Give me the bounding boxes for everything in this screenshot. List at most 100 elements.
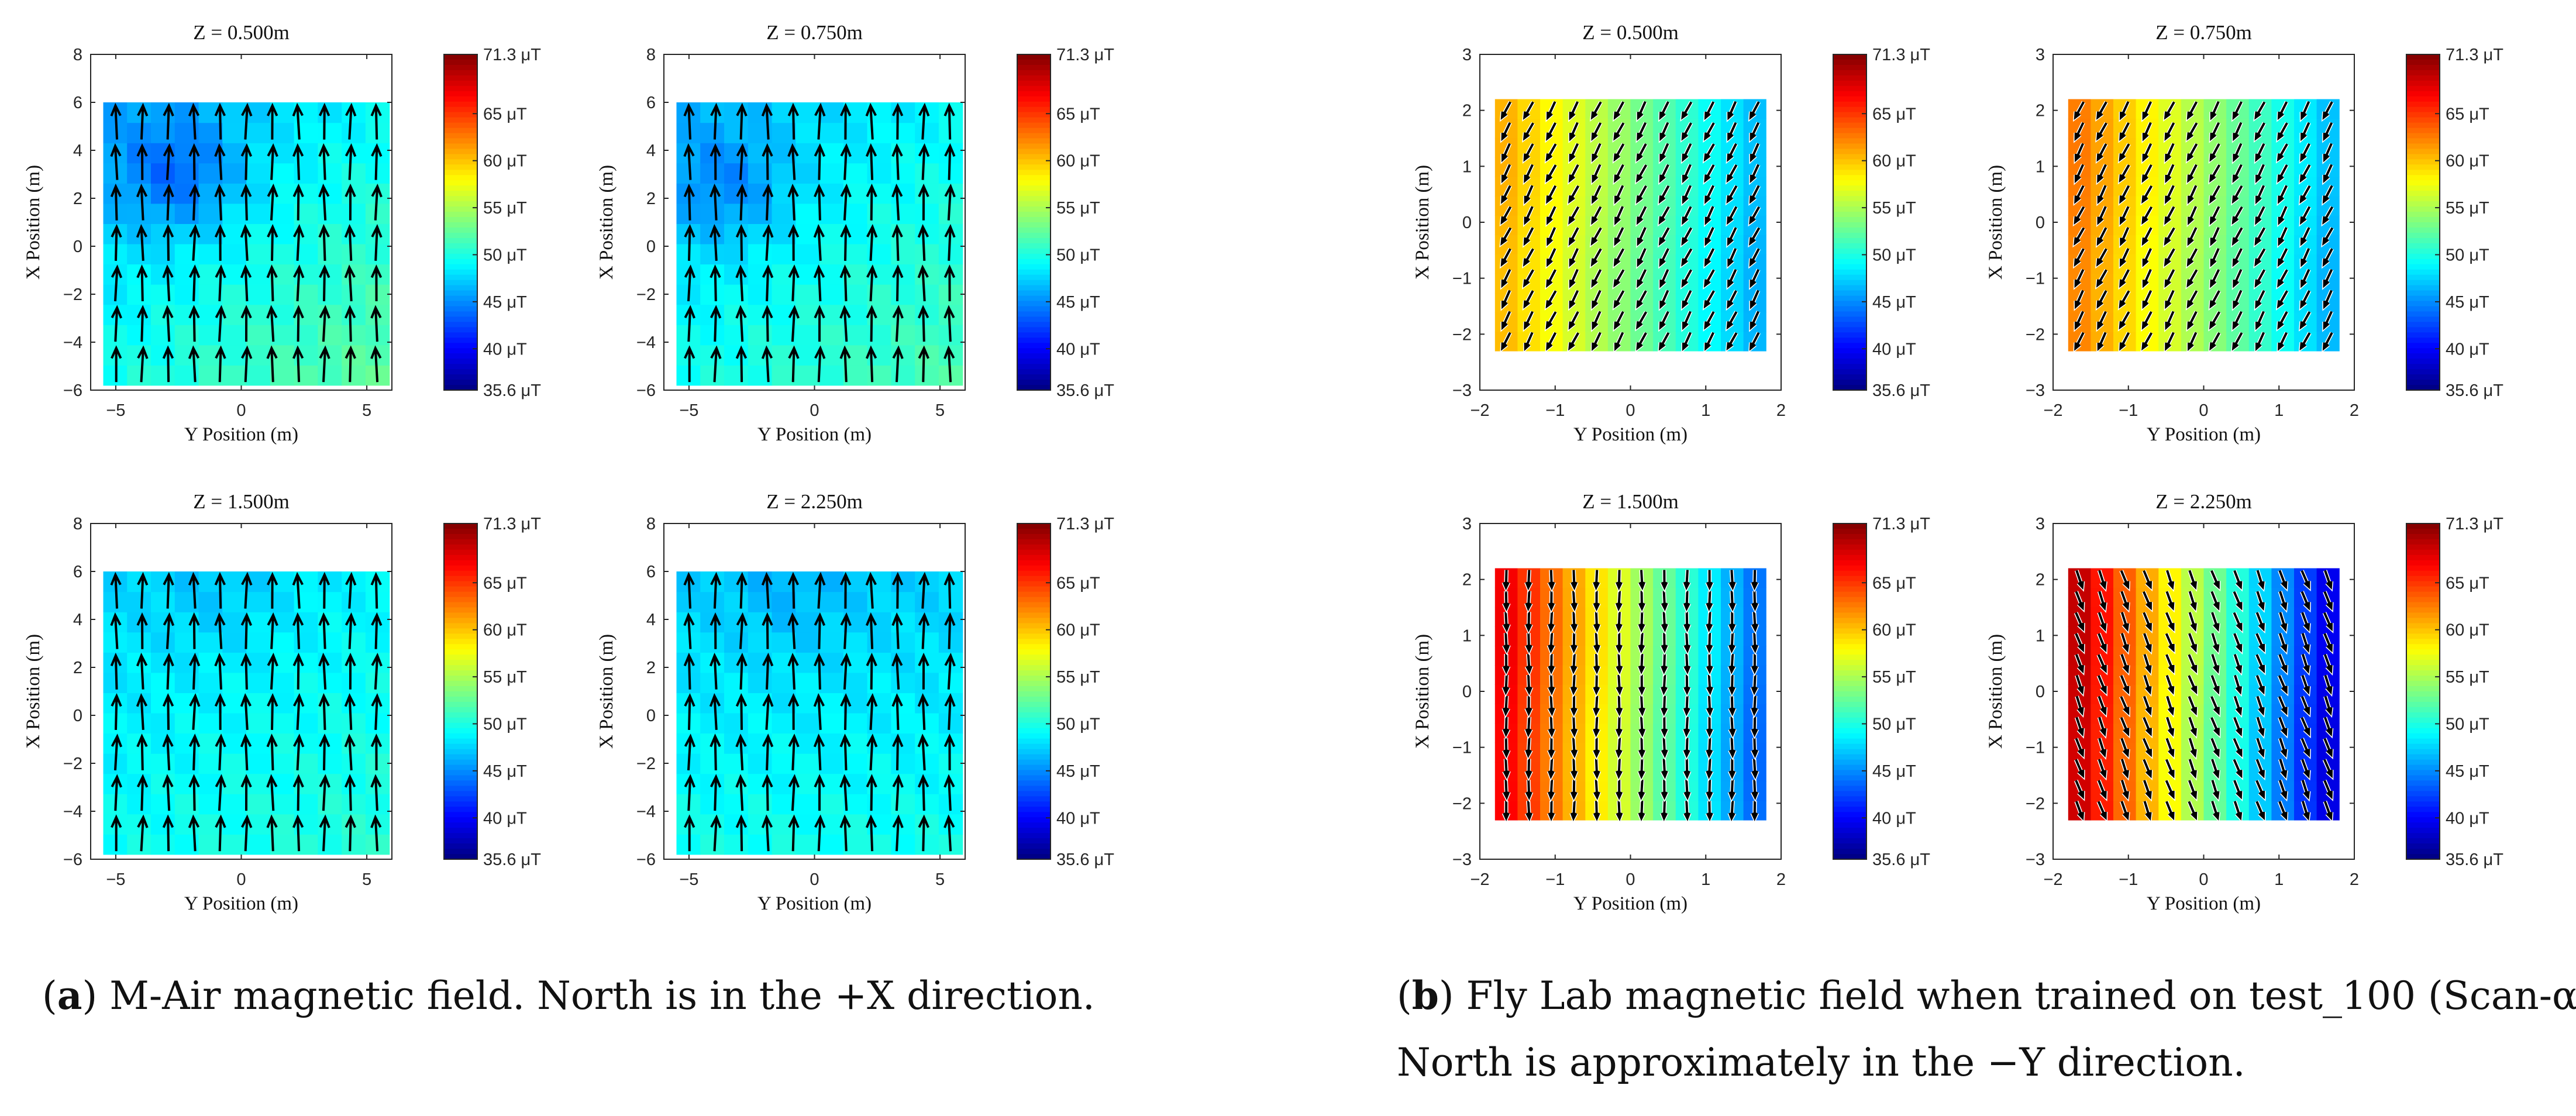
heatmap-cell bbox=[938, 773, 963, 794]
vector-arrow bbox=[2141, 332, 2153, 351]
y-tick-label: 4 bbox=[646, 142, 656, 160]
colorbar-segment bbox=[1833, 565, 1866, 571]
heatmap-cell bbox=[891, 325, 915, 346]
y-tick-label: 0 bbox=[1462, 213, 1472, 232]
colorbar-segment bbox=[1017, 807, 1051, 812]
colorbar-segment bbox=[444, 849, 477, 855]
colorbar-segment bbox=[444, 743, 477, 750]
colorbar-segment bbox=[444, 232, 477, 239]
heatmap-cell bbox=[819, 365, 844, 386]
vector-arrow bbox=[1661, 591, 1668, 612]
colorbar-segment bbox=[1017, 75, 1051, 81]
colorbar-tick-label: 65 μT bbox=[1056, 105, 1100, 123]
heatmap-cell bbox=[772, 243, 796, 265]
vector-arrow bbox=[2120, 570, 2130, 590]
colorbar-segment bbox=[2406, 833, 2440, 839]
vector-arrow bbox=[787, 224, 800, 261]
colorbar-segment bbox=[1017, 854, 1051, 860]
heatmap-cell bbox=[700, 712, 725, 734]
vector-arrow bbox=[318, 143, 330, 180]
vector-arrow bbox=[1706, 591, 1713, 612]
colorbar-segment bbox=[2406, 854, 2440, 860]
heatmap-cell bbox=[246, 163, 271, 184]
heatmap-cell bbox=[127, 365, 151, 386]
vector-arrow bbox=[2120, 738, 2130, 758]
colorbar-segment bbox=[2406, 306, 2440, 312]
vector-arrow bbox=[2142, 143, 2153, 163]
vector-arrow bbox=[1751, 717, 1758, 738]
colorbar-segment bbox=[2406, 665, 2440, 671]
colorbar-segment bbox=[1017, 175, 1051, 181]
vector-arrow bbox=[1751, 674, 1758, 695]
vector-arrow bbox=[318, 102, 330, 140]
vector-arrow bbox=[1616, 674, 1623, 695]
colorbar-segment bbox=[444, 290, 477, 297]
vector-arrow bbox=[163, 183, 174, 221]
vector-arrow bbox=[2074, 269, 2085, 288]
heatmap-cell bbox=[772, 712, 796, 734]
colorbar-segment bbox=[1017, 385, 1051, 391]
colorbar-tick-label: 71.3 μT bbox=[483, 515, 541, 533]
colorbar-segment bbox=[2406, 570, 2440, 577]
colorbar-tick-label: 60 μT bbox=[1056, 621, 1100, 640]
heatmap-cell bbox=[700, 284, 725, 305]
y-tick-label: 0 bbox=[73, 707, 82, 725]
vector-arrow bbox=[111, 733, 123, 771]
vector-arrow bbox=[2188, 717, 2197, 737]
vector-arrow bbox=[1593, 674, 1600, 695]
vector-arrow bbox=[1661, 612, 1668, 633]
heatmap-cell bbox=[843, 672, 868, 693]
colorbar-segment bbox=[1017, 59, 1051, 66]
colorbar-segment bbox=[1833, 549, 1866, 556]
vector-arrow bbox=[1525, 759, 1532, 780]
colorbar-segment bbox=[1833, 191, 1866, 197]
vector-arrow bbox=[1682, 185, 1692, 205]
colorbar-segment bbox=[1017, 764, 1051, 771]
vector-arrow bbox=[1614, 227, 1624, 246]
colorbar-segment bbox=[444, 775, 477, 781]
colorbar-segment bbox=[444, 306, 477, 312]
y-tick-label: 3 bbox=[1462, 46, 1472, 64]
colorbar-segment bbox=[1017, 628, 1051, 634]
colorbar-segment bbox=[1017, 786, 1051, 792]
vector-arrow bbox=[1728, 612, 1736, 633]
vector-arrow bbox=[2074, 227, 2085, 246]
vector-arrow bbox=[735, 733, 747, 771]
vector-arrow bbox=[241, 814, 253, 852]
vector-arrow bbox=[1590, 248, 1602, 267]
vector-arrow bbox=[2098, 591, 2107, 611]
vector-arrow bbox=[814, 305, 825, 342]
heatmap-cell bbox=[819, 325, 844, 346]
heatmap-cell bbox=[772, 591, 796, 612]
colorbar-segment bbox=[1833, 64, 1866, 71]
vector-arrow bbox=[2255, 780, 2265, 800]
vector-arrow bbox=[2143, 780, 2152, 800]
vector-arrow bbox=[1751, 591, 1759, 612]
colorbar-segment bbox=[1017, 838, 1051, 844]
vector-arrow bbox=[1683, 632, 1691, 654]
colorbar-segment bbox=[1017, 185, 1051, 191]
vector-arrow bbox=[111, 774, 122, 811]
colorbar-segment bbox=[2406, 591, 2440, 598]
heatmap-cell bbox=[174, 672, 199, 693]
vector-arrow bbox=[240, 693, 252, 731]
vector-arrow bbox=[136, 774, 149, 811]
colorbar-tick-label: 45 μT bbox=[2446, 762, 2489, 781]
colorbar-segment bbox=[444, 544, 477, 550]
vector-arrow bbox=[2075, 759, 2085, 779]
colorbar-segment bbox=[1017, 380, 1051, 385]
vector-arrow bbox=[1592, 290, 1602, 309]
colorbar-segment bbox=[1833, 665, 1866, 671]
vector-arrow bbox=[2209, 311, 2221, 330]
vector-arrow bbox=[2075, 591, 2084, 611]
vector-arrow bbox=[318, 652, 330, 690]
vector-arrow bbox=[215, 305, 226, 342]
colorbar-segment bbox=[2406, 712, 2440, 718]
colorbar-segment bbox=[1017, 597, 1051, 603]
y-tick-label: −6 bbox=[636, 381, 656, 400]
vector-arrow bbox=[1614, 185, 1624, 205]
vector-arrow bbox=[1524, 311, 1534, 330]
colorbar-segment bbox=[444, 285, 477, 291]
vector-arrow bbox=[918, 345, 929, 383]
